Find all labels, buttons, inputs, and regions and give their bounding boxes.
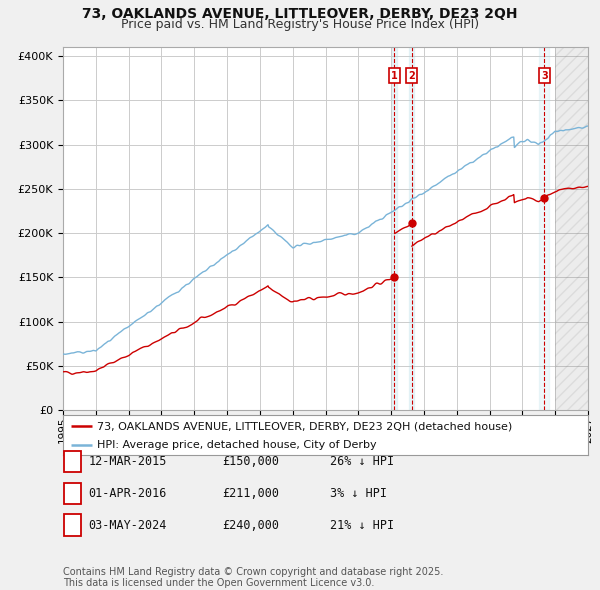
Text: 26% ↓ HPI: 26% ↓ HPI (330, 455, 394, 468)
Text: 3: 3 (68, 519, 77, 532)
Text: 2: 2 (408, 71, 415, 80)
Text: 3% ↓ HPI: 3% ↓ HPI (330, 487, 387, 500)
Text: £211,000: £211,000 (222, 487, 279, 500)
Text: £150,000: £150,000 (222, 455, 279, 468)
Bar (539, 47, 549, 410)
Text: 01-APR-2016: 01-APR-2016 (88, 487, 167, 500)
Text: 73, OAKLANDS AVENUE, LITTLEOVER, DERBY, DE23 2QH (detached house): 73, OAKLANDS AVENUE, LITTLEOVER, DERBY, … (97, 421, 512, 431)
Text: Price paid vs. HM Land Registry's House Price Index (HPI): Price paid vs. HM Land Registry's House … (121, 18, 479, 31)
Text: Contains HM Land Registry data © Crown copyright and database right 2025.
This d: Contains HM Land Registry data © Crown c… (63, 566, 443, 588)
Text: 3: 3 (541, 71, 548, 80)
Text: HPI: Average price, detached house, City of Derby: HPI: Average price, detached house, City… (97, 440, 377, 450)
Text: 03-MAY-2024: 03-MAY-2024 (88, 519, 167, 532)
Text: 1: 1 (391, 71, 398, 80)
Text: 12-MAR-2015: 12-MAR-2015 (88, 455, 167, 468)
Text: 2: 2 (68, 487, 77, 500)
Text: 73, OAKLANDS AVENUE, LITTLEOVER, DERBY, DE23 2QH: 73, OAKLANDS AVENUE, LITTLEOVER, DERBY, … (82, 7, 518, 21)
Text: 21% ↓ HPI: 21% ↓ HPI (330, 519, 394, 532)
Bar (392, 47, 397, 410)
Text: 1: 1 (68, 455, 77, 468)
Bar (409, 47, 414, 410)
Bar (555, 47, 588, 410)
Text: £240,000: £240,000 (222, 519, 279, 532)
